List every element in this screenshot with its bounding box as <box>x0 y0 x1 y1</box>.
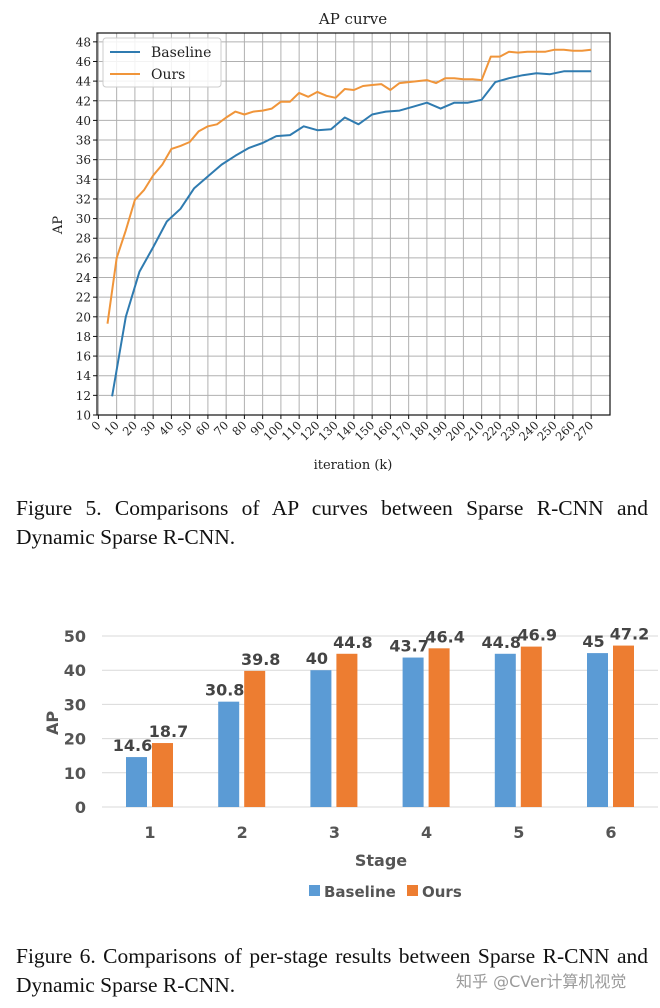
data-label: 30.8 <box>205 681 244 700</box>
y-tick-label: 24 <box>76 271 92 285</box>
series-line-baseline <box>111 70 592 397</box>
y-tick-label: 30 <box>76 212 91 226</box>
y-tick-label: 10 <box>64 764 86 783</box>
x-tick-label: 5 <box>513 823 524 842</box>
y-tick-label: 20 <box>76 310 91 324</box>
x-axis-label: Stage <box>355 851 407 870</box>
y-tick-label: 22 <box>76 291 91 305</box>
bar-ours <box>613 645 634 807</box>
data-label: 14.6 <box>113 736 152 755</box>
data-label: 44.8 <box>482 633 521 652</box>
legend-label-ours: Ours <box>151 67 185 83</box>
y-tick-label: 50 <box>64 627 86 646</box>
data-label: 44.8 <box>333 633 372 652</box>
data-label: 46.9 <box>518 626 557 645</box>
bar-baseline <box>218 701 240 807</box>
y-tick-label: 42 <box>76 94 91 108</box>
legend-swatch-baseline <box>309 885 320 896</box>
y-tick-label: 40 <box>64 661 86 680</box>
y-tick-label: 26 <box>76 251 91 265</box>
y-tick-label: 38 <box>76 134 91 148</box>
y-tick-label: 40 <box>76 114 91 128</box>
figure-6-caption: Figure 6. Comparisons of per-stage resul… <box>16 944 648 997</box>
y-tick-label: 18 <box>76 330 91 344</box>
y-tick-label: 14 <box>76 369 92 383</box>
y-tick-label: 16 <box>76 350 91 364</box>
y-tick-label: 30 <box>64 695 86 714</box>
x-tick-label: 1 <box>144 823 155 842</box>
bar-baseline <box>126 757 147 807</box>
data-label: 45 <box>582 632 604 651</box>
bar-ours <box>244 670 266 807</box>
data-label: 46.4 <box>425 627 464 646</box>
y-tick-label: 46 <box>76 55 91 69</box>
y-tick-label: 48 <box>76 35 91 49</box>
y-tick-label: 0 <box>75 798 86 817</box>
series-line-ours <box>106 48 592 324</box>
legend: Baseline Ours <box>102 37 222 88</box>
y-tick-label: 12 <box>76 389 91 403</box>
legend-swatch-ours <box>407 885 418 896</box>
y-axis-label: AP <box>43 711 62 735</box>
y-tick-label: 34 <box>76 173 92 187</box>
y-tick-label: 44 <box>76 75 92 89</box>
legend-label-baseline: Baseline <box>151 45 211 61</box>
data-label: 39.8 <box>241 650 280 669</box>
watermark: 知乎 @CVer计算机视觉 <box>456 972 627 991</box>
legend-label-baseline: Baseline <box>324 883 396 901</box>
bar-ours <box>428 648 450 807</box>
data-label: 43.7 <box>389 637 428 656</box>
y-tick-label: 28 <box>76 232 91 246</box>
y-tick-label: 10 <box>76 409 91 423</box>
ap-curve-chart: AP curve 0102030405060708090100110120130… <box>51 10 611 473</box>
legend-label-ours: Ours <box>422 883 462 901</box>
data-label: 47.2 <box>610 625 649 644</box>
bar-baseline <box>310 670 332 807</box>
legend: Baseline Ours <box>309 883 462 901</box>
x-tick-label: 3 <box>329 823 340 842</box>
data-label: 40 <box>306 649 328 668</box>
bar-baseline <box>402 657 424 807</box>
x-tick-label: 270 <box>571 418 596 443</box>
bar-baseline <box>494 653 516 807</box>
bar-ours <box>336 653 358 807</box>
y-tick-label: 36 <box>76 153 91 167</box>
y-tick-label: 32 <box>76 192 91 206</box>
y-axis-label: AP <box>51 216 66 235</box>
x-tick-label: 6 <box>605 823 616 842</box>
figure-5-caption: Figure 5. Comparisons of AP curves betwe… <box>16 496 648 549</box>
x-axis-label: iteration (k) <box>314 458 393 473</box>
bar-ours <box>520 646 542 807</box>
bar-ours <box>152 743 173 807</box>
chart-title: AP curve <box>318 10 387 28</box>
bar-baseline <box>587 653 608 807</box>
x-tick-label: 2 <box>237 823 248 842</box>
y-tick-label: 20 <box>64 730 86 749</box>
x-tick-label: 4 <box>421 823 432 842</box>
data-label: 18.7 <box>149 722 188 741</box>
